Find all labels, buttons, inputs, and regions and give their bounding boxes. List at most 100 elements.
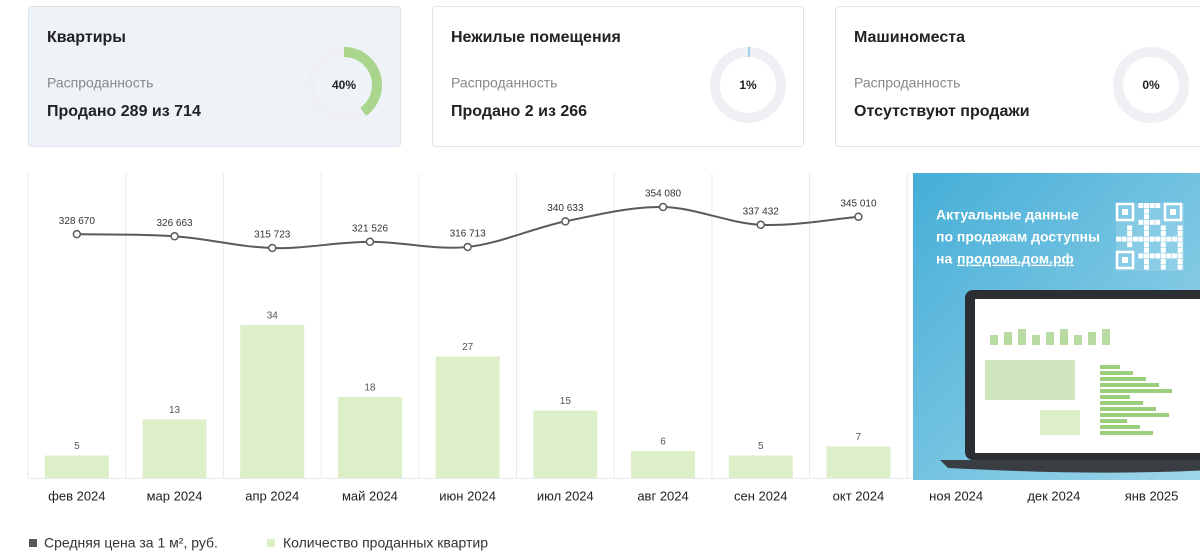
qr-cell xyxy=(1177,242,1183,248)
price-label: 316 713 xyxy=(450,229,487,240)
legend-swatch xyxy=(267,539,275,547)
laptop-base xyxy=(940,460,1200,473)
screen-bar xyxy=(1100,377,1146,381)
ring-arc xyxy=(710,47,786,123)
qr-cell xyxy=(1144,253,1149,259)
price-point xyxy=(561,217,570,226)
qr-cell xyxy=(1144,208,1149,214)
qr-cell xyxy=(1127,231,1133,236)
x-tick-label: ноя 2024 xyxy=(929,488,983,503)
qr-cell xyxy=(1160,264,1166,270)
bar xyxy=(533,410,598,478)
qr-cell xyxy=(1160,231,1166,236)
price-point xyxy=(854,212,863,221)
qr-cell xyxy=(1177,253,1183,259)
qr-cell xyxy=(1149,203,1155,208)
qr-cell xyxy=(1121,236,1127,242)
ring-label: 0% xyxy=(1142,78,1160,92)
qr-cell xyxy=(1177,231,1183,236)
legend-label: Количество проданных квартир xyxy=(283,535,488,551)
qr-cell xyxy=(1177,259,1183,264)
x-tick-label: фев 2024 xyxy=(48,488,105,503)
qr-cell xyxy=(1144,242,1149,248)
price-point xyxy=(463,242,472,252)
qr-cell xyxy=(1144,225,1149,231)
card-label: Распроданность xyxy=(854,75,960,91)
bar xyxy=(728,455,793,478)
x-tick-label: июл 2024 xyxy=(537,488,594,503)
price-point xyxy=(658,202,668,212)
qr-finder xyxy=(1115,202,1135,222)
qr-cell xyxy=(1155,203,1161,208)
screen-footer xyxy=(1040,410,1080,435)
screen-col xyxy=(1102,329,1110,345)
legend-swatch xyxy=(29,539,37,547)
bar xyxy=(826,446,891,478)
bar-value-label: 13 xyxy=(169,405,181,416)
screen-map xyxy=(985,360,1075,400)
qr-cell xyxy=(1144,236,1149,242)
card-title: Машиноместа xyxy=(854,29,965,46)
qr-cell xyxy=(1138,253,1144,259)
qr-cell xyxy=(1160,253,1166,259)
qr-cell xyxy=(1160,236,1166,242)
bar-value-label: 27 xyxy=(462,342,474,353)
qr-cell xyxy=(1144,231,1149,236)
card-label: Распроданность xyxy=(451,75,557,91)
banner-link[interactable]: продома.дом.рф xyxy=(957,251,1074,267)
qr-cell xyxy=(1177,264,1183,270)
x-tick-label: июн 2024 xyxy=(439,488,496,503)
qr-cell xyxy=(1160,242,1166,248)
ring-track xyxy=(1113,47,1189,123)
bar xyxy=(240,325,305,478)
qr-cell xyxy=(1155,219,1161,225)
screen-col xyxy=(1046,332,1054,345)
qr-cell xyxy=(1149,219,1155,225)
price-label: 321 526 xyxy=(352,223,389,234)
banner-prefix: на xyxy=(936,251,952,267)
bar-value-label: 7 xyxy=(856,432,862,443)
qr-cell xyxy=(1177,247,1183,253)
price-label: 326 663 xyxy=(156,218,193,229)
qr-cell xyxy=(1116,236,1121,242)
bar xyxy=(142,419,207,478)
screen-col xyxy=(1032,335,1040,345)
bar-value-label: 5 xyxy=(758,441,764,452)
qr-cell xyxy=(1172,236,1177,242)
price-point xyxy=(72,229,82,239)
qr-finder-dot xyxy=(1122,209,1128,215)
qr-cell xyxy=(1144,219,1149,225)
price-point xyxy=(268,243,277,253)
screen-bar xyxy=(1100,389,1172,393)
qr-cell xyxy=(1127,225,1133,231)
screen-bar xyxy=(1100,407,1156,411)
qr-cell xyxy=(1138,236,1144,242)
qr-cell xyxy=(1144,203,1149,208)
screen-bar xyxy=(1100,365,1120,369)
bar-value-label: 34 xyxy=(267,311,279,322)
price-point xyxy=(365,237,375,247)
qr-cell xyxy=(1138,219,1144,225)
banner-text: по продажам доступны xyxy=(936,229,1100,245)
price-label: 337 432 xyxy=(743,206,780,217)
qr-cell xyxy=(1144,214,1149,220)
screen-bar xyxy=(1100,419,1127,423)
legend-label: Средняя цена за 1 м², руб. xyxy=(44,535,218,551)
card-title: Нежилые помещения xyxy=(451,29,621,46)
qr-cell xyxy=(1132,236,1138,242)
banner-text: Актуальные данные xyxy=(936,207,1079,223)
card-label: Распроданность xyxy=(47,75,153,91)
screen-bar xyxy=(1100,395,1130,399)
screen-bar xyxy=(1100,431,1153,435)
qr-cell xyxy=(1155,236,1161,242)
price-point xyxy=(756,220,765,230)
qr-cell xyxy=(1177,236,1183,242)
qr-cell xyxy=(1177,225,1183,231)
x-tick-label: дек 2024 xyxy=(1027,488,1080,503)
screen-col xyxy=(1060,329,1068,345)
price-label: 354 080 xyxy=(645,189,682,200)
qr-cell xyxy=(1138,203,1144,208)
screen-bar xyxy=(1100,371,1133,375)
screen-col xyxy=(1004,332,1012,345)
